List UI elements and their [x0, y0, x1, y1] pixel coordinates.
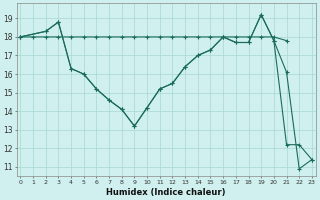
X-axis label: Humidex (Indice chaleur): Humidex (Indice chaleur) — [106, 188, 226, 197]
